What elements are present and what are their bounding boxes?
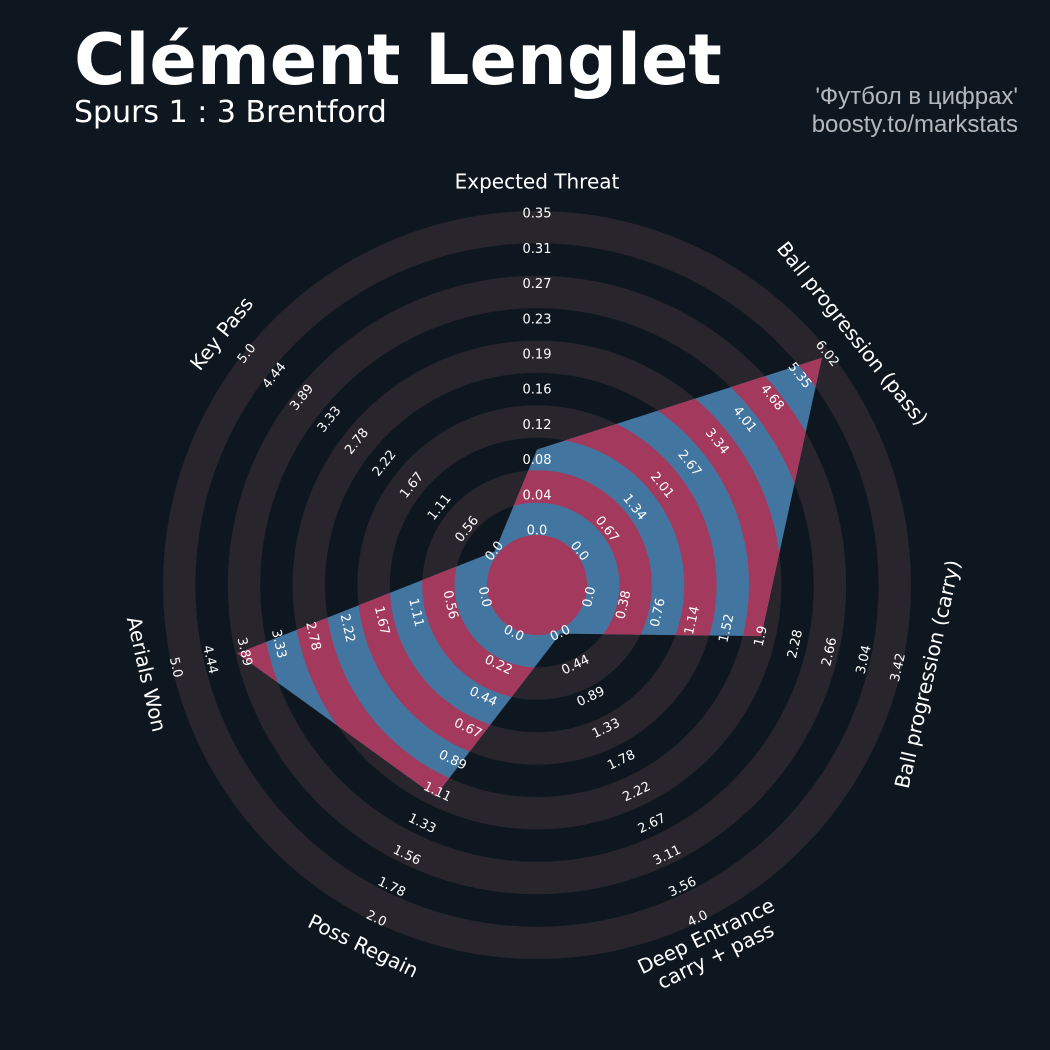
tick-label: 1.67 <box>371 605 392 637</box>
tick-label: 0.31 <box>523 242 552 257</box>
tick-label: 0.12 <box>523 418 552 433</box>
tick-label: 3.33 <box>268 628 289 660</box>
tick-label: 1.9 <box>752 624 771 648</box>
tick-label: 0.35 <box>523 207 552 222</box>
tick-label: 2.22 <box>337 613 358 645</box>
tick-label: 4.44 <box>199 644 220 676</box>
chart-subtitle: Spurs 1 : 3 Brentford <box>74 95 387 130</box>
tick-label: 1.14 <box>682 605 703 637</box>
credit: boosty.to/markstats <box>812 111 1018 138</box>
tick-label: 0.27 <box>523 277 552 292</box>
tick-label: 2.66 <box>819 636 840 668</box>
tick-label: 1.11 <box>405 597 426 629</box>
tick-label: 0.0 <box>475 585 494 609</box>
tick-label: 1.52 <box>716 613 737 645</box>
chart-title: Clément Lenglet <box>74 19 722 101</box>
center-circle <box>487 535 587 635</box>
tick-label: 3.89 <box>234 636 255 668</box>
credit: 'Футбол в цифрах' <box>815 83 1018 110</box>
tick-label: 0.23 <box>523 312 552 327</box>
tick-label: 5.0 <box>166 656 185 680</box>
tick-label: 2.78 <box>302 620 323 652</box>
tick-label: 0.76 <box>648 597 669 629</box>
tick-label: 0.08 <box>523 453 552 468</box>
tick-label: 2.28 <box>785 628 806 660</box>
tick-label: 0.04 <box>523 488 552 503</box>
tick-label: 0.19 <box>523 348 552 363</box>
tick-label: 0.56 <box>440 589 461 621</box>
tick-label: 0.16 <box>523 383 552 398</box>
param-label: Expected Threat <box>455 170 620 194</box>
tick-label: 0.0 <box>580 585 599 609</box>
tick-label: 0.38 <box>613 589 634 621</box>
tick-label: 0.0 <box>527 524 548 539</box>
tick-label: 3.42 <box>888 652 909 684</box>
tick-label: 3.04 <box>854 644 875 676</box>
radar-polygon-group <box>237 357 822 797</box>
